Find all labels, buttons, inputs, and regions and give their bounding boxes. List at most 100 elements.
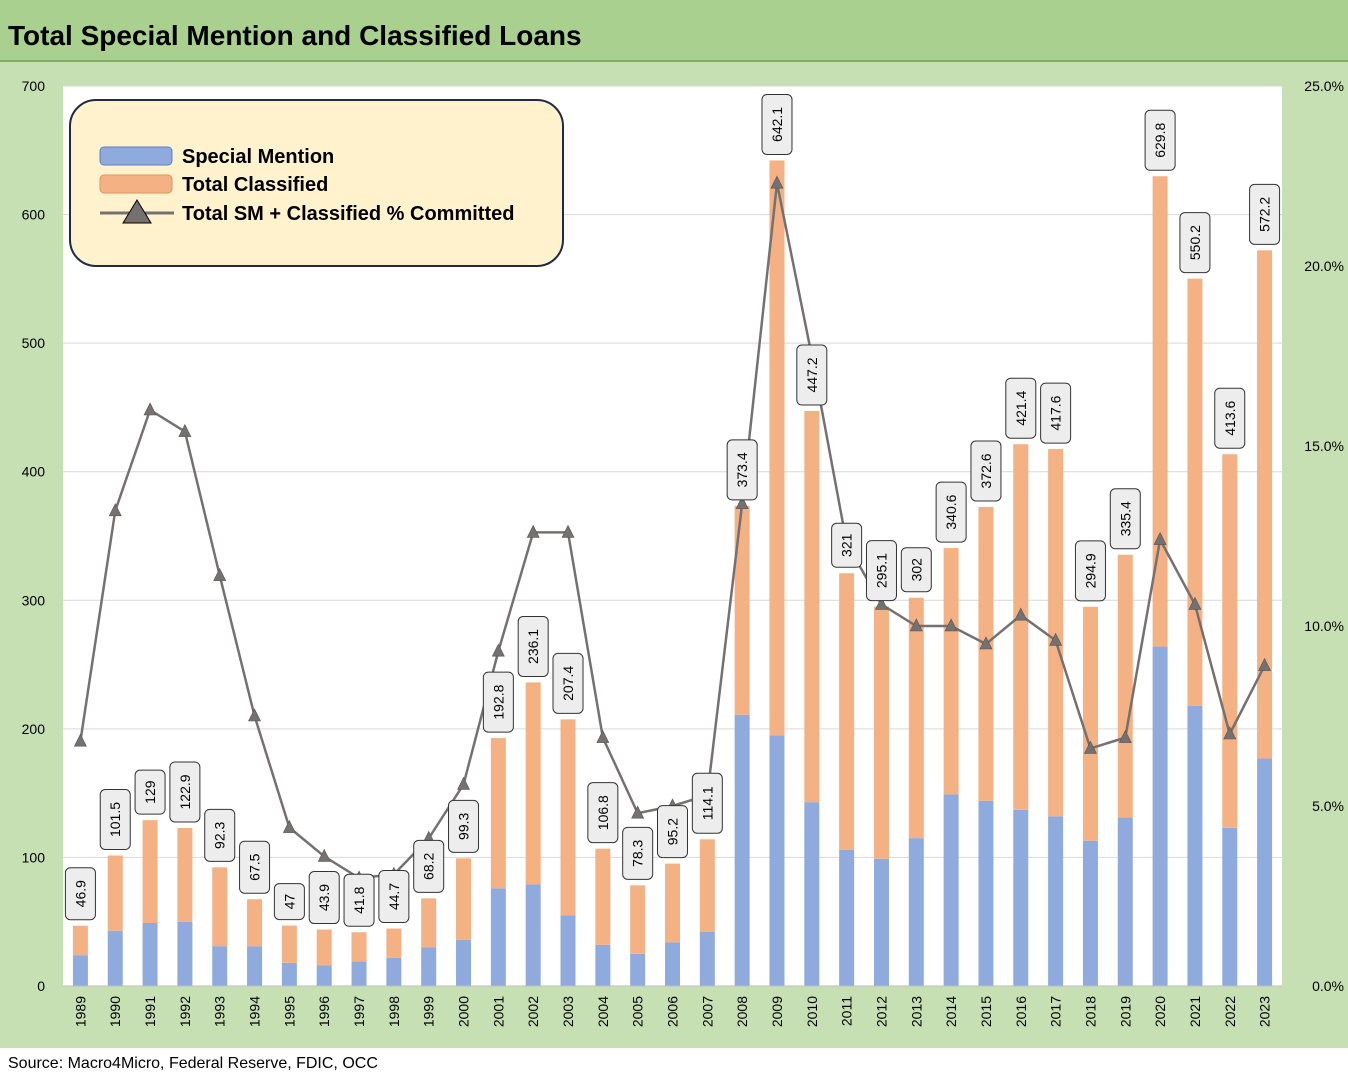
data-label-box <box>448 799 480 853</box>
x-axis-category-label: 2010 <box>804 996 820 1027</box>
bar-special-mention <box>873 858 889 986</box>
bar-special-mention <box>734 714 750 986</box>
percent-marker <box>1153 531 1167 545</box>
percent-marker <box>770 175 784 189</box>
data-label-box <box>64 867 96 921</box>
bar-special-mention <box>1082 840 1098 986</box>
data-label-box <box>900 547 932 593</box>
bar-total-classified <box>665 863 680 943</box>
bar-total-classified <box>1013 444 1029 810</box>
percent-marker <box>178 423 192 437</box>
data-label-box <box>1249 183 1281 245</box>
percent-marker <box>1258 657 1272 671</box>
left-axis-tick-label: 400 <box>22 464 46 480</box>
x-axis-category-label: 2009 <box>769 996 785 1027</box>
data-label-total: 413.6 <box>1222 401 1238 436</box>
x-axis-category-label: 1994 <box>247 996 263 1027</box>
data-label-box <box>1109 488 1141 550</box>
data-label-total: 95.2 <box>665 818 681 845</box>
x-axis-category-label: 1997 <box>351 996 367 1027</box>
x-axis-category-label: 2012 <box>873 996 889 1027</box>
bar-total-classified <box>804 411 820 803</box>
bar-total-classified <box>1152 176 1168 647</box>
percent-marker <box>317 848 331 862</box>
bar-total-classified <box>1222 454 1238 828</box>
data-label-total: 47 <box>281 894 297 910</box>
data-label-total: 106.8 <box>595 795 611 830</box>
bar-total-classified <box>595 848 611 945</box>
data-label-total: 373.4 <box>734 452 750 487</box>
right-axis-tick-label: 0.0% <box>1312 978 1344 994</box>
data-label-total: 421.4 <box>1013 390 1029 425</box>
bar-special-mention <box>1117 817 1133 986</box>
bar-special-mention <box>72 955 88 986</box>
x-axis-category-label: 2023 <box>1257 996 1273 1027</box>
legend-label-special-mention: Special Mention <box>182 146 334 168</box>
percent-marker <box>73 733 87 747</box>
percent-marker <box>1049 632 1063 646</box>
x-axis-category-label: 2018 <box>1082 996 1098 1027</box>
bar-total-classified <box>1257 250 1273 759</box>
bars <box>72 160 1273 986</box>
data-label-total: 44.7 <box>386 883 402 910</box>
x-axis-category-label: 2015 <box>978 996 994 1027</box>
data-label-box <box>413 839 445 893</box>
legend-triangle-marker <box>122 199 152 224</box>
legend-label-percent-committed: Total SM + Classified % Committed <box>182 203 514 225</box>
data-label-box <box>657 805 688 859</box>
data-label-total: 417.6 <box>1048 395 1064 430</box>
data-label-box <box>691 772 723 834</box>
percent-marker <box>1014 607 1028 621</box>
bar-total-classified <box>247 899 263 947</box>
bar-special-mention <box>490 888 506 986</box>
legend-swatch-total-classified <box>99 174 173 194</box>
data-label-box <box>552 652 584 714</box>
x-axis-category-label: 2004 <box>595 996 611 1027</box>
data-label-box <box>1144 109 1176 171</box>
right-axis-tick-label: 25.0% <box>1304 78 1344 94</box>
data-label-box <box>343 873 375 927</box>
percent-marker <box>143 402 157 416</box>
left-axis-tick-label: 600 <box>22 207 46 223</box>
bar-total-classified <box>490 738 506 889</box>
bar-special-mention <box>804 802 820 986</box>
data-label-total: 67.5 <box>247 853 263 880</box>
bar-special-mention <box>421 947 437 986</box>
percent-marker <box>1118 729 1132 743</box>
data-label-total: 192.8 <box>490 684 506 719</box>
percent-marker <box>526 524 540 538</box>
chart-frame: 46.9 101.5 129 122.9 92.3 67.5 47 43.9 41.8 44.7 6… <box>0 62 1348 1048</box>
x-axis-category-label: 2022 <box>1222 996 1238 1027</box>
data-label-total: 295.1 <box>873 553 889 588</box>
bar-special-mention <box>978 800 994 986</box>
bar-special-mention <box>595 944 611 986</box>
bar-special-mention <box>1222 827 1238 986</box>
percent-marker <box>282 819 296 833</box>
bar-special-mention <box>177 921 193 986</box>
percent-marker <box>457 776 471 790</box>
bar-special-mention <box>769 735 785 986</box>
data-label-total: 236.1 <box>525 629 541 664</box>
data-label-box <box>622 826 654 880</box>
data-label-total: 447.2 <box>804 357 820 392</box>
bar-total-classified <box>1117 554 1133 818</box>
x-axis-category-label: 1998 <box>386 996 402 1027</box>
x-axis-category-label: 1999 <box>421 996 437 1027</box>
data-label-box <box>1074 540 1106 602</box>
chart-title: Total Special Mention and Classified Loa… <box>8 20 582 51</box>
bar-total-classified <box>734 505 750 715</box>
x-axis-category-label: 2005 <box>630 996 646 1027</box>
right-axis-tick-label: 5.0% <box>1312 798 1344 814</box>
data-label-total: 68.2 <box>421 852 437 879</box>
x-axis-category-label: 2013 <box>908 996 924 1027</box>
bar-special-mention <box>1048 816 1064 986</box>
data-label-total: 335.4 <box>1117 501 1133 536</box>
x-axis-category-label: 2000 <box>456 996 472 1027</box>
bar-special-mention <box>456 939 472 986</box>
bar-total-classified <box>316 929 332 966</box>
left-axis-tick-label: 500 <box>22 335 46 351</box>
data-label-box <box>1005 377 1037 439</box>
data-label-total: 122.9 <box>177 774 193 809</box>
data-label-box <box>726 439 758 501</box>
x-axis-category-label: 2001 <box>490 996 506 1027</box>
